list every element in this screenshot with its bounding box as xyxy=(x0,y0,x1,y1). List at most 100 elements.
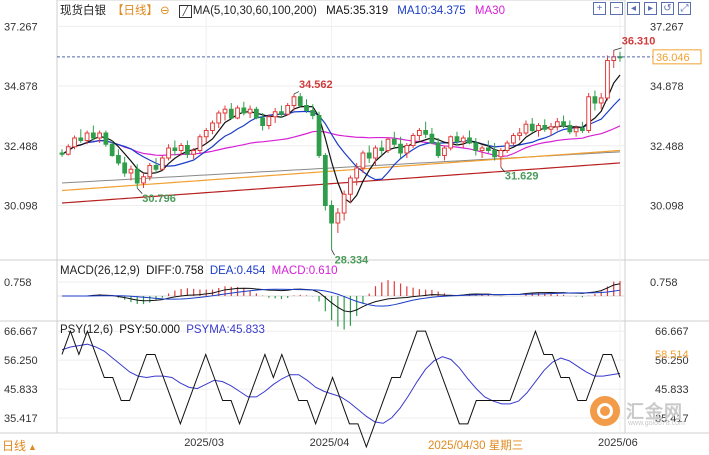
psy-tick-label-right: 35.417 xyxy=(655,413,689,425)
ma200-line xyxy=(61,162,621,204)
candle-body xyxy=(536,125,541,131)
candle-body xyxy=(84,132,90,141)
candle-body xyxy=(329,205,334,224)
reset-icon[interactable]: ↺ xyxy=(661,2,674,15)
candle-body xyxy=(586,96,592,131)
annotation-leader xyxy=(293,91,300,95)
pan-right-icon[interactable]: ▸ xyxy=(644,2,657,15)
time-tick-label: 2025/04 xyxy=(310,437,350,449)
time-tick-label: 2025/03 xyxy=(184,437,224,449)
candle-body xyxy=(385,138,391,151)
price-tick-label-left: 32.488 xyxy=(4,141,38,153)
settings-icon[interactable]: ⊖ xyxy=(160,5,170,17)
fullscreen-icon[interactable]: ⤢ xyxy=(678,2,691,15)
candle-body xyxy=(260,117,266,126)
candle-body xyxy=(567,125,573,133)
annotation-leader xyxy=(500,167,506,173)
macd-diff-value: DIFF:0.758 xyxy=(146,265,204,277)
candle-body xyxy=(109,143,115,156)
candle-body xyxy=(542,125,548,130)
candle-body xyxy=(128,168,134,174)
pan-left-icon[interactable]: ◂ xyxy=(627,2,640,15)
candle-body xyxy=(65,146,71,155)
price-tick-label-left: 34.878 xyxy=(4,81,38,93)
ma10-value: MA10:34.375 xyxy=(397,5,466,17)
macd-tick-label-left: 0.758 xyxy=(4,277,32,289)
candle-body xyxy=(78,137,84,141)
ma-toggle-icon[interactable]: ╱ xyxy=(178,5,192,18)
price-annotation: 36.310 xyxy=(622,35,656,47)
psy-tick-label-left: 56.250 xyxy=(4,355,38,367)
price-tick-label-right: 32.488 xyxy=(650,141,684,153)
ma30-value: MA30 xyxy=(474,5,505,17)
candle-body xyxy=(573,127,579,133)
candle-body xyxy=(523,123,529,134)
plot-frame xyxy=(56,0,626,434)
candle-body xyxy=(366,152,372,159)
watermark-url: www.gold678.com xyxy=(628,420,685,427)
candle-body xyxy=(410,135,416,146)
candle-body xyxy=(517,132,523,136)
candle-body xyxy=(316,115,322,156)
candle-body xyxy=(210,122,215,131)
ma5-value: MA5:35.319 xyxy=(326,5,389,17)
candle-body xyxy=(529,123,535,131)
annotation-leader xyxy=(613,47,622,51)
period-dropdown-icon[interactable]: ▲ xyxy=(28,442,37,452)
psy-line xyxy=(61,329,621,449)
candle-body xyxy=(147,165,153,178)
candle-body xyxy=(454,136,460,143)
candle-body xyxy=(59,152,65,155)
candle-body xyxy=(185,145,190,155)
psy-tick-label-right: 66.667 xyxy=(655,326,689,338)
candle-body xyxy=(435,142,441,156)
zoom-out-icon[interactable]: − xyxy=(610,2,623,15)
candle-body xyxy=(448,136,454,149)
macd-dea-value: DEA:0.454 xyxy=(209,265,266,277)
candle-body xyxy=(580,127,585,131)
candle-body xyxy=(197,136,203,151)
period-tag[interactable]: 日线 ▲ xyxy=(2,437,37,454)
price-annotation: 31.629 xyxy=(505,170,539,182)
candle-body xyxy=(404,145,410,154)
candle-body xyxy=(322,155,328,206)
price-annotation: 30.796 xyxy=(142,193,176,205)
price-annotation: 28.334 xyxy=(335,255,370,267)
annotation-leader xyxy=(331,249,335,256)
candle-body xyxy=(247,108,253,114)
candle-body xyxy=(253,108,259,119)
psy-legend: PSY(12,6) PSY:50.000 PSYMA:45.833 xyxy=(60,324,271,336)
candle-body xyxy=(473,142,479,151)
psy-tick-label-left: 45.833 xyxy=(4,384,38,396)
candle-body xyxy=(297,96,303,106)
main-legend: 现货白银 【日线】 ⊖ ╱ MA(5,10,30,60,100,200) MA5:35… xyxy=(60,2,511,18)
candle-body xyxy=(373,147,378,159)
candle-body xyxy=(492,150,497,158)
zoom-in-icon[interactable]: + xyxy=(593,2,606,15)
candle-body xyxy=(354,167,360,179)
candle-body xyxy=(72,137,77,148)
psy-tick-label-right: 45.833 xyxy=(655,384,689,396)
candle-body xyxy=(460,137,466,143)
candle-body xyxy=(479,147,485,151)
candle-body xyxy=(341,193,347,214)
candle-body xyxy=(153,165,159,170)
psy-value: PSY:50.000 xyxy=(119,324,181,336)
macd-dea-line xyxy=(62,288,621,307)
macd-tick-label-right: 0.758 xyxy=(650,277,678,289)
period-label[interactable]: 【日线】 xyxy=(112,5,158,17)
price-annotation: 34.562 xyxy=(299,79,333,91)
candle-body xyxy=(511,135,516,144)
candle-body xyxy=(159,157,165,170)
candle-body xyxy=(134,168,140,184)
candle-body xyxy=(90,132,96,139)
candle-body xyxy=(285,105,291,115)
candle-body xyxy=(272,111,278,118)
candle-body xyxy=(467,137,472,144)
candle-body xyxy=(178,145,184,151)
psyma-line xyxy=(61,343,621,424)
candle-body xyxy=(442,147,447,156)
candle-body xyxy=(416,130,422,136)
candle-body xyxy=(216,112,222,124)
